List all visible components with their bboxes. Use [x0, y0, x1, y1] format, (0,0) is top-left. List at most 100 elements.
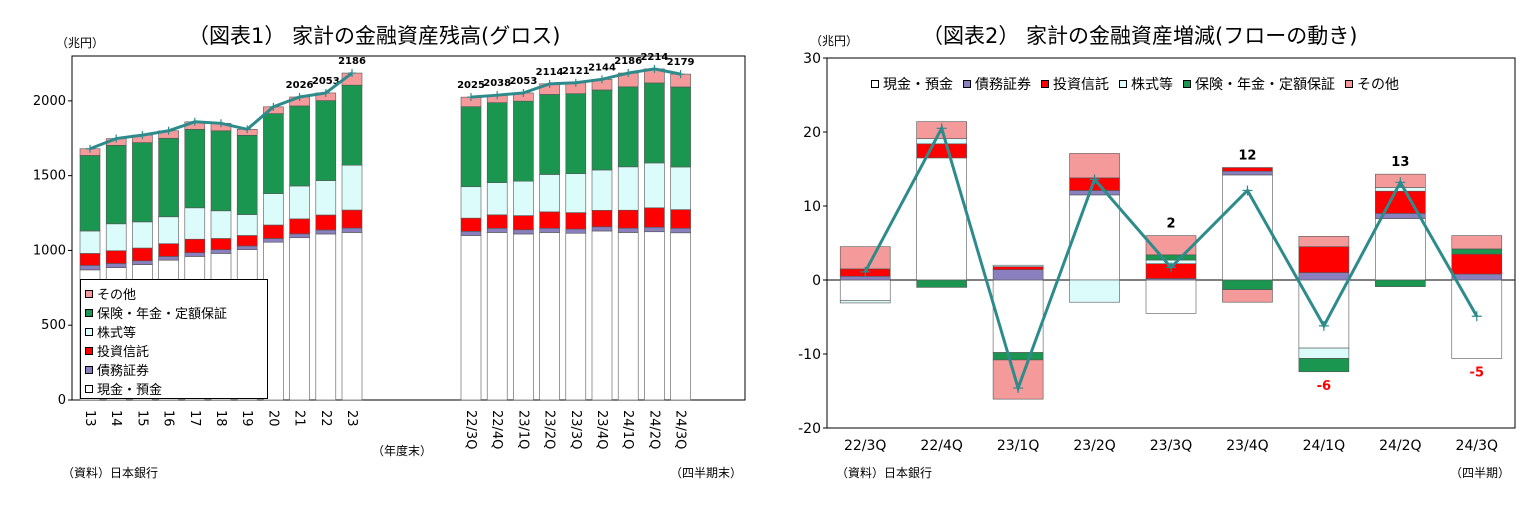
bar-segment: [1451, 273, 1503, 281]
total-point: [295, 92, 304, 101]
legend-item: 株式等: [1119, 74, 1173, 94]
x-tick-label: 23/3Q: [568, 410, 583, 449]
legend-label: その他: [1357, 77, 1399, 93]
bar-segment: [236, 134, 258, 215]
legend-label: 株式等: [97, 326, 137, 341]
legend-label: 現金・預金: [97, 383, 163, 398]
bar-segment: [79, 155, 101, 232]
total-point: [321, 88, 330, 97]
bar-segment: [916, 143, 967, 159]
y-tick-label: 10: [803, 199, 821, 215]
total-point: [519, 88, 528, 97]
total-point: [1471, 311, 1482, 322]
x-tick-label: 24/1Q: [1303, 438, 1345, 454]
chart1-fy-label: （年度末）: [372, 444, 433, 458]
legend-label: 保険・年金・定額保証: [1195, 77, 1335, 93]
chart2-legend: 現金・預金 債務証券 投資信託 株式等 保険・年金・定額保証 その他: [871, 74, 1399, 94]
legend-swatch: [85, 365, 93, 374]
bar-segment: [916, 157, 967, 281]
chart-panel-1: （図表1） 家計の金融資産残高(グロス) （兆円） 0 500 1000 1500 20…: [33, 24, 746, 480]
bar-segment: [644, 207, 665, 228]
total-point: [217, 119, 225, 128]
bar-segment: [644, 162, 665, 209]
bar-segment: [158, 256, 179, 261]
bar-segment: [1375, 218, 1426, 281]
bar-segment: [460, 217, 482, 232]
total-data-label: 13: [1391, 155, 1409, 170]
bar-segment: [1375, 279, 1426, 287]
x-tick-label: 23/4Q: [1226, 438, 1268, 454]
bar-segment: [1375, 187, 1426, 192]
bar-segment: [263, 238, 284, 243]
bar-segment: [210, 238, 232, 250]
bar-segment: [184, 207, 206, 240]
bar-segment: [105, 223, 127, 252]
bar-segment: [210, 210, 232, 239]
bar-segment: [839, 300, 891, 304]
total-point: [138, 131, 147, 140]
total-point: [598, 75, 606, 84]
total-point: [467, 93, 475, 102]
bar-segment: [236, 235, 258, 247]
bar-segment: [158, 216, 179, 245]
bar-segment: [1222, 289, 1273, 303]
bar-segment: [341, 232, 363, 401]
legend-label: 投資信託: [97, 345, 150, 360]
y-tick-label: 20: [803, 125, 821, 141]
bar-segment: [158, 243, 179, 257]
total-data-label: -5: [1470, 365, 1484, 380]
bar-segment: [1069, 153, 1120, 179]
bar-segment: [513, 215, 534, 231]
legend-item: 投資信託: [1041, 74, 1109, 94]
x-tick-label: 18: [213, 410, 228, 427]
legend-item: その他: [85, 284, 267, 303]
bar-segment: [513, 229, 534, 235]
bar-segment: [79, 253, 101, 266]
bar-segment: [486, 227, 508, 233]
total-point: [545, 79, 554, 88]
bar-segment: [1069, 190, 1120, 196]
bar-segment: [565, 232, 587, 401]
y-tick-label: 1500: [33, 169, 66, 184]
chart-panel-2: （図表2） 家計の金融資産増減(フローの動き) （兆円） -20 -10 0 10 20…: [770, 0, 1540, 506]
bar-segment: [617, 232, 639, 401]
bar-segment: [1298, 236, 1350, 247]
legend-item: 株式等: [85, 322, 267, 341]
bar-segment: [1069, 279, 1120, 303]
bar-segment: [263, 113, 284, 194]
y-tick-label: 1000: [33, 243, 66, 258]
total-data-label: 12: [1238, 149, 1256, 164]
bar-segment: [1145, 279, 1197, 314]
x-tick-label: 22/4Q: [920, 438, 962, 454]
total-data-label: 2025: [457, 80, 485, 91]
x-tick-label: 23/1Q: [997, 438, 1039, 454]
x-tick-label: 24/3Q: [673, 410, 688, 449]
bar-segment: [1069, 194, 1120, 281]
bar-segment: [839, 246, 891, 270]
chart2-period-label: （四半期）: [1450, 466, 1511, 480]
x-tick-label: 22: [318, 410, 333, 427]
bar-segment: [460, 186, 482, 219]
bar-segment: [670, 232, 691, 401]
bar-segment: [105, 250, 127, 264]
x-tick-label: 23/2Q: [1073, 438, 1115, 454]
bar-segment: [486, 232, 508, 401]
bar-segment: [486, 182, 508, 216]
total-data-label: 2: [1166, 217, 1175, 232]
total-point: [86, 144, 94, 153]
bar-segment: [105, 144, 127, 225]
chart1-plot: 0 500 1000 1500 2000 13 14 15 16 17 18 19 20 21 2026 22…: [33, 52, 746, 449]
bar-segment: [1145, 235, 1197, 256]
bar-segment: [670, 86, 691, 168]
bar-segment: [1222, 167, 1273, 172]
x-tick-label: 16: [161, 410, 176, 427]
bar-segment: [565, 93, 587, 175]
bar-segment: [992, 264, 1044, 267]
total-data-label: 2053: [312, 76, 340, 87]
total-point: [112, 134, 121, 143]
bar-segment: [236, 245, 258, 250]
bar-segment: [184, 128, 206, 209]
bar-segment: [591, 89, 613, 171]
total-data-label: 2114: [536, 67, 564, 78]
legend-label: その他: [97, 288, 137, 303]
